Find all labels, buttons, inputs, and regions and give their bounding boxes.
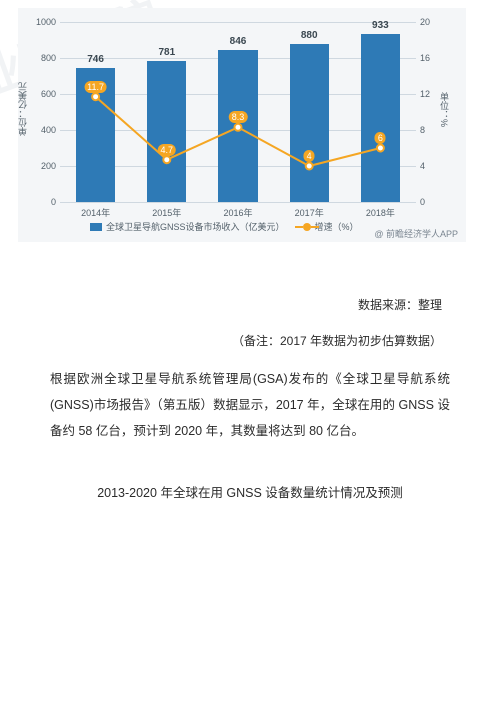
line-value-label: 6 [375, 132, 386, 144]
data-note-line: （备注：2017 年数据为初步估算数据） [232, 332, 442, 349]
legend-swatch-dot [303, 223, 311, 231]
body-paragraph: 根据欧洲全球卫星导航系统管理局(GSA)发布的《全球卫星导航系统(GNSS)市场… [50, 366, 450, 444]
line-series [18, 8, 466, 242]
gnss-revenue-chart: 02004006008001000048121620单位：亿美元单位：%7462… [18, 8, 466, 242]
line-value-label: 8.3 [229, 111, 248, 123]
legend-label: 增速（%） [315, 220, 359, 233]
section-subtitle: 2013-2020 年全球在用 GNSS 设备数量统计情况及预测 [0, 482, 500, 501]
line-value-label: 11.7 [84, 81, 107, 93]
chart-source-tag: @ 前瞻经济学人APP [374, 227, 458, 240]
legend-swatch-bar [90, 223, 102, 231]
chart-legend: 全球卫星导航GNSS设备市场收入（亿美元） 增速（%） [90, 220, 359, 233]
legend-item-line: 增速（%） [303, 220, 359, 233]
legend-label: 全球卫星导航GNSS设备市场收入（亿美元） [106, 220, 285, 233]
data-source-line: 数据来源：整理 [358, 296, 442, 313]
line-value-label: 4.7 [158, 144, 177, 156]
legend-item-bars: 全球卫星导航GNSS设备市场收入（亿美元） [90, 220, 285, 233]
line-value-label: 4 [304, 150, 315, 162]
